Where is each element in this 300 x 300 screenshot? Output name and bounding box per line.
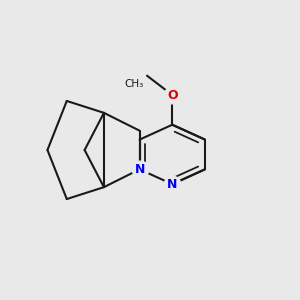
- Text: O: O: [167, 88, 178, 101]
- Text: N: N: [134, 163, 145, 176]
- Text: N: N: [167, 178, 178, 191]
- Text: CH₃: CH₃: [125, 79, 144, 89]
